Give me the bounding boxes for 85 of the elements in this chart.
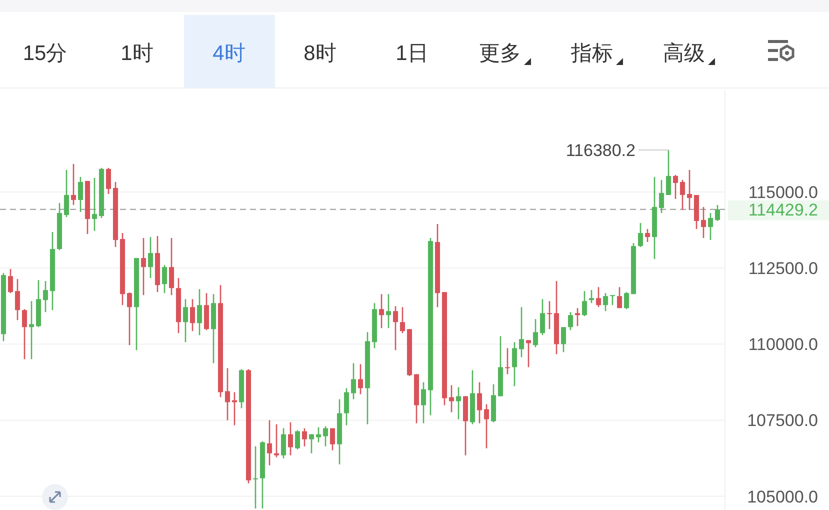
y-tick-label: 105000.0 [747,487,818,506]
candlestick [714,204,720,222]
candlestick [686,169,692,211]
candlestick [610,294,616,306]
candlestick [476,382,482,424]
candlestick [378,293,384,329]
candlestick [322,426,328,447]
y-tick-label: 107500.0 [747,411,818,430]
candlestick [288,422,294,456]
text: 更多 [479,42,521,65]
candlestick [602,292,608,312]
candlestick [532,318,538,348]
candlestick [644,228,650,243]
candlestick [330,428,336,451]
candlestick [140,237,146,296]
candlestick [190,298,196,332]
candlestick [518,306,524,358]
candlestick [526,339,532,368]
candlestick [638,222,644,248]
candlestick [504,348,510,375]
candlestick [168,237,174,296]
candlestick [484,404,490,449]
candlestick [344,388,350,426]
candlestick [224,368,230,421]
candlestick [162,264,168,294]
candlestick [700,206,706,239]
candlestick [28,300,34,360]
candlestick [14,278,20,321]
candlestick [392,305,398,351]
y-tick-label: 110000.0 [748,335,818,354]
text: 8时 [304,42,336,65]
candlestick [540,298,546,336]
candlestick [512,342,518,387]
candlestick [64,169,70,218]
text: 1时 [120,42,154,65]
candlestick [658,179,664,214]
text: 15分 [22,42,68,65]
candlestick [624,291,630,310]
candlestick [8,268,14,294]
candlestick [274,424,280,458]
y-tick-label: 115000.0 [748,182,818,202]
candlestick [588,289,594,304]
candlestick [22,308,28,360]
ref-line-label: 114429.2 [748,200,818,220]
text: 指标 [570,42,613,65]
candlestick [196,288,202,336]
candlestick [456,386,462,420]
candlestick [448,384,454,413]
annotation: 116380.2 [566,140,636,160]
y-tick-label: 112500.0 [748,258,818,278]
candlestick [252,446,258,510]
candlestick [546,300,552,330]
candlestick [616,286,622,309]
candlestick [350,362,356,400]
candlestick [316,426,322,443]
candlestick [386,293,392,329]
candlestick [666,149,672,196]
candlestick [266,420,272,466]
text: 4时 [212,42,246,65]
candlestick [78,176,84,213]
candlestick [568,311,574,331]
candlestick [148,236,154,279]
candlestick [126,292,132,346]
candlestick [596,286,602,308]
candlestick [42,280,48,313]
candlestick [574,307,580,327]
text: 高级 [663,42,705,65]
candlestick [92,177,98,232]
candlestick [560,326,566,353]
candlestick [420,382,426,424]
candlestick [70,163,76,206]
candlestick [106,167,112,195]
candlestick [280,428,286,459]
candlestick [232,392,238,426]
candlestick [708,212,714,241]
candlestick [302,428,308,447]
candlestick [294,430,300,450]
candlestick [672,174,678,200]
candlestick [358,364,364,395]
candlestick [680,179,686,211]
candlestick [400,306,406,334]
candlestick [308,434,314,454]
candlestick [582,290,588,317]
candlestick [182,298,188,343]
text: 1日 [396,42,428,65]
